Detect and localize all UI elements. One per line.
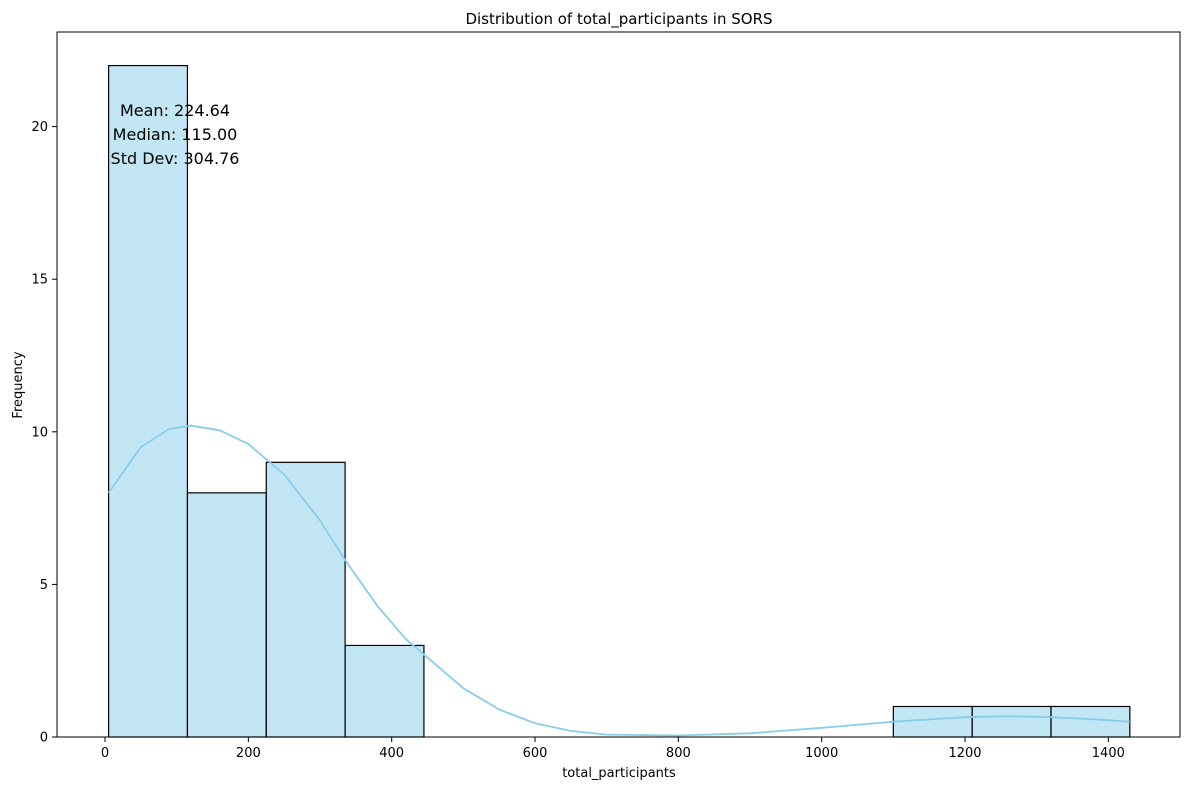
- x-tick-label: 600: [523, 746, 548, 761]
- histogram-bar: [344, 644, 425, 738]
- stats-line: Mean: 224.64: [120, 101, 230, 120]
- y-tick-label: 0: [40, 731, 48, 746]
- histogram-bar: [186, 492, 267, 738]
- x-tick-label: 0: [101, 746, 109, 761]
- x-tick-label: 1200: [948, 746, 981, 761]
- x-axis-label: total_participants: [562, 766, 676, 781]
- y-tick-label: 20: [31, 120, 48, 135]
- chart-title: Distribution of total_participants in SO…: [465, 10, 772, 29]
- histogram-bar: [107, 64, 189, 738]
- y-tick-label: 10: [31, 425, 48, 440]
- x-tick-label: 1400: [1092, 746, 1125, 761]
- kde-curve: [107, 424, 1130, 737]
- plot-frame: [56, 31, 1181, 738]
- y-axis-ticks: 0 5 10 15 20: [31, 120, 57, 746]
- x-tick-label: 200: [236, 746, 261, 761]
- histogram-bar: [265, 461, 346, 738]
- kde-layer: [107, 424, 1130, 737]
- histogram-bar: [971, 705, 1052, 738]
- stats-annotation: Mean: 224.64 Median: 115.00 Std Dev: 304.7…: [111, 101, 240, 168]
- y-axis-label: Frequency: [11, 351, 26, 418]
- bars-layer: [107, 64, 1131, 738]
- x-axis-ticks: 0 200 400 600 800 1000 1200 1400: [101, 737, 1125, 761]
- y-tick-label: 5: [40, 578, 48, 593]
- x-tick-label: 800: [666, 746, 691, 761]
- y-tick-label: 15: [31, 273, 48, 288]
- x-tick-label: 1000: [805, 746, 838, 761]
- stats-line: Std Dev: 304.76: [111, 149, 240, 168]
- stats-line: Median: 115.00: [113, 125, 238, 144]
- x-tick-label: 400: [379, 746, 404, 761]
